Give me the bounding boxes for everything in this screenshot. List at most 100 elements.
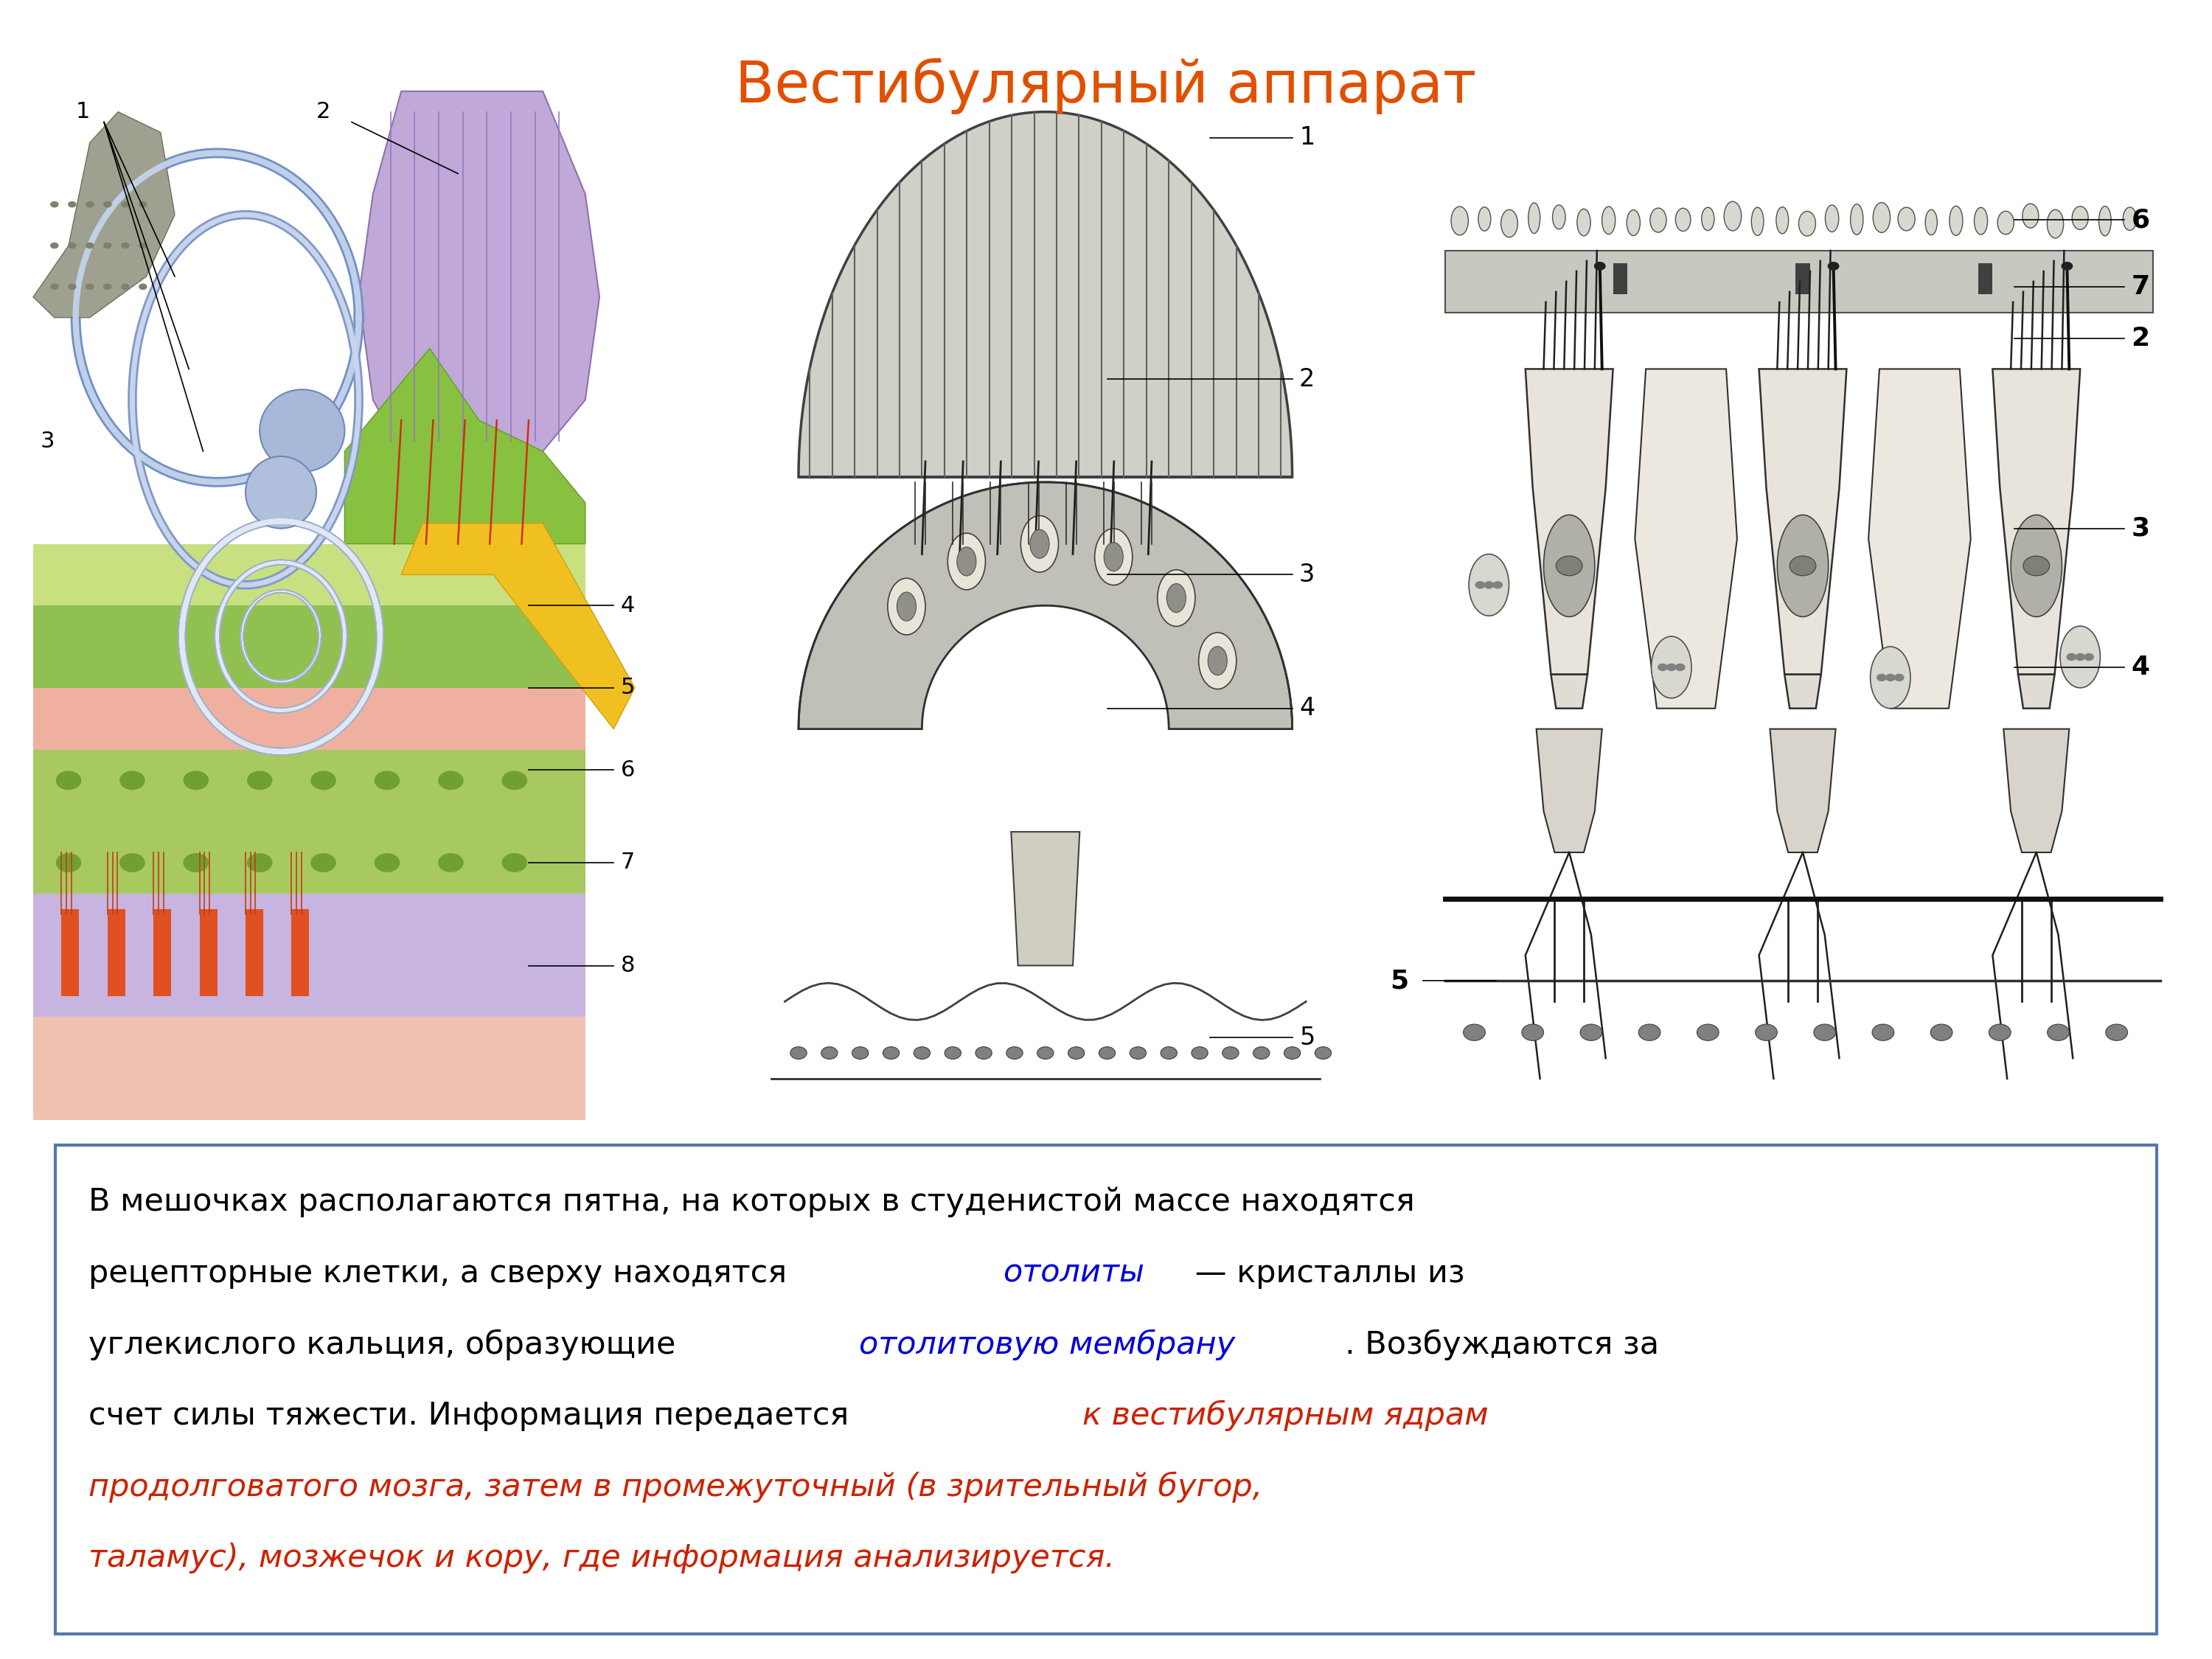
Circle shape	[51, 284, 60, 290]
Ellipse shape	[1871, 647, 1911, 708]
Circle shape	[1130, 1047, 1146, 1058]
Circle shape	[86, 201, 95, 207]
Circle shape	[914, 1047, 931, 1058]
Polygon shape	[1011, 831, 1079, 966]
Bar	[108, 909, 126, 997]
Circle shape	[1192, 1047, 1208, 1058]
Polygon shape	[1537, 728, 1601, 853]
Ellipse shape	[1502, 209, 1517, 237]
Circle shape	[51, 201, 60, 207]
Circle shape	[852, 1047, 869, 1058]
Ellipse shape	[1577, 209, 1590, 236]
Circle shape	[1871, 1024, 1893, 1040]
Polygon shape	[1770, 728, 1836, 853]
Ellipse shape	[1924, 209, 1938, 236]
Circle shape	[1674, 664, 1686, 672]
Circle shape	[139, 201, 148, 207]
Circle shape	[69, 201, 77, 207]
Polygon shape	[1869, 368, 1971, 708]
Circle shape	[69, 242, 77, 249]
Circle shape	[1931, 1024, 1953, 1040]
Polygon shape	[1993, 368, 2079, 675]
Circle shape	[1006, 1047, 1022, 1058]
Text: 5: 5	[622, 677, 635, 698]
Circle shape	[502, 853, 526, 873]
Circle shape	[310, 853, 336, 873]
Circle shape	[790, 1047, 807, 1058]
Ellipse shape	[1701, 207, 1714, 231]
Text: 3: 3	[40, 430, 55, 451]
Ellipse shape	[1798, 211, 1816, 236]
Text: 4: 4	[622, 596, 635, 615]
Ellipse shape	[958, 547, 975, 576]
Circle shape	[139, 242, 148, 249]
Polygon shape	[33, 606, 586, 688]
Circle shape	[945, 1047, 960, 1058]
Polygon shape	[33, 1017, 586, 1120]
Ellipse shape	[1652, 637, 1692, 698]
Polygon shape	[2004, 728, 2068, 853]
Ellipse shape	[1975, 207, 1989, 234]
Polygon shape	[2017, 675, 2055, 708]
Ellipse shape	[1674, 207, 1690, 231]
Text: счет силы тяжести. Информация передается: счет силы тяжести. Информация передается	[88, 1400, 858, 1432]
Text: 8: 8	[622, 956, 635, 975]
Circle shape	[1223, 1047, 1239, 1058]
Text: 6: 6	[622, 760, 635, 781]
Ellipse shape	[1095, 529, 1133, 586]
Bar	[1438, 91, 2168, 1120]
Circle shape	[1885, 674, 1896, 682]
Circle shape	[2084, 654, 2095, 660]
Circle shape	[1037, 1047, 1053, 1058]
Circle shape	[104, 242, 113, 249]
Circle shape	[1161, 1047, 1177, 1058]
Text: углекислого кальция, образующие: углекислого кальция, образующие	[88, 1329, 686, 1360]
Ellipse shape	[1650, 207, 1666, 232]
Text: 7: 7	[2130, 274, 2150, 299]
Text: 6: 6	[2130, 207, 2150, 232]
Circle shape	[248, 771, 272, 790]
Ellipse shape	[2022, 204, 2039, 227]
Circle shape	[883, 1047, 900, 1058]
Ellipse shape	[1949, 206, 1962, 236]
Ellipse shape	[896, 592, 916, 620]
Circle shape	[1639, 1024, 1661, 1040]
Text: 2: 2	[1298, 367, 1314, 392]
Bar	[1796, 264, 1809, 294]
Bar	[199, 909, 217, 997]
Text: 3: 3	[1298, 562, 1314, 587]
Ellipse shape	[2046, 209, 2064, 239]
Circle shape	[69, 284, 77, 290]
Circle shape	[1827, 262, 1840, 270]
Text: В мешочках располагаются пятна, на которых в студенистой массе находятся: В мешочках располагаются пятна, на котор…	[88, 1186, 1416, 1218]
Ellipse shape	[2099, 206, 2110, 236]
Text: таламус), мозжечок и кору, где информация анализируется.: таламус), мозжечок и кору, где информаци…	[88, 1543, 1115, 1574]
Ellipse shape	[1478, 207, 1491, 231]
Polygon shape	[33, 688, 586, 750]
Polygon shape	[1551, 675, 1588, 708]
Polygon shape	[799, 483, 1292, 728]
Ellipse shape	[1544, 514, 1595, 617]
Circle shape	[438, 771, 465, 790]
Ellipse shape	[1601, 207, 1615, 234]
Text: 5: 5	[1389, 969, 1409, 994]
Text: 4: 4	[1298, 697, 1314, 720]
Ellipse shape	[1723, 201, 1741, 231]
Circle shape	[502, 771, 526, 790]
Text: . Возбуждаются за: . Возбуждаются за	[1345, 1329, 1659, 1360]
Polygon shape	[1759, 368, 1847, 675]
Ellipse shape	[246, 456, 316, 528]
Ellipse shape	[1451, 206, 1469, 236]
Circle shape	[55, 853, 82, 873]
Circle shape	[1579, 1024, 1601, 1040]
Polygon shape	[33, 894, 586, 1017]
Text: Вестибулярный аппарат: Вестибулярный аппарат	[734, 58, 1478, 114]
Circle shape	[1790, 556, 1816, 576]
Circle shape	[86, 242, 95, 249]
Polygon shape	[1526, 368, 1613, 675]
Ellipse shape	[2011, 514, 2062, 617]
Polygon shape	[358, 91, 599, 451]
Bar	[62, 909, 80, 997]
Ellipse shape	[2124, 207, 2137, 231]
Circle shape	[2075, 654, 2086, 660]
